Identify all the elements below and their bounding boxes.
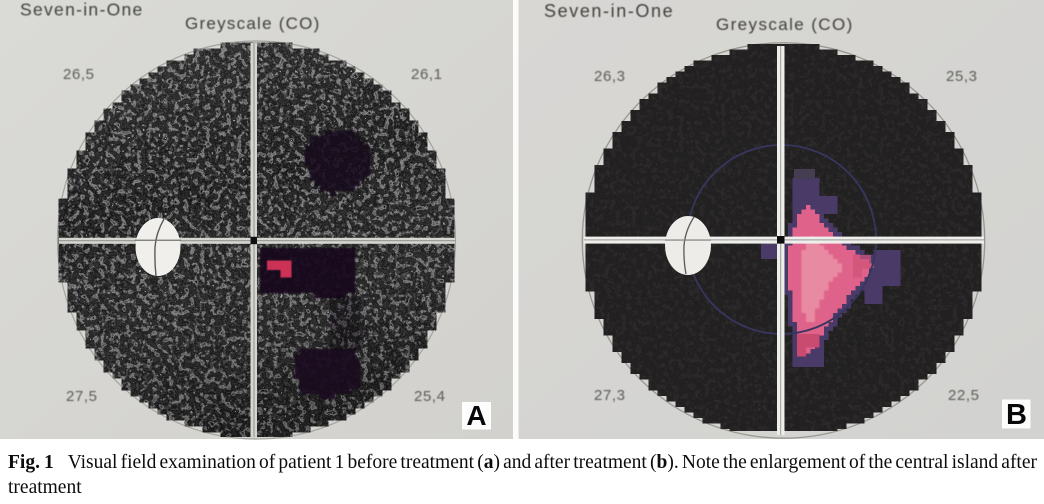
svg-text:26,3: 26,3 bbox=[594, 68, 626, 85]
svg-text:25,4: 25,4 bbox=[414, 388, 446, 405]
svg-text:22,5: 22,5 bbox=[948, 387, 980, 404]
svg-text:27,5: 27,5 bbox=[66, 388, 98, 405]
svg-text:25,3: 25,3 bbox=[946, 68, 978, 85]
svg-text:A: A bbox=[466, 400, 486, 431]
svg-text:Greyscale (CO): Greyscale (CO) bbox=[716, 15, 854, 34]
svg-text:27,3: 27,3 bbox=[594, 387, 626, 404]
svg-text:Greyscale (CO): Greyscale (CO) bbox=[185, 14, 321, 33]
svg-text:Seven-in-One: Seven-in-One bbox=[20, 0, 144, 20]
svg-text:Seven-in-One: Seven-in-One bbox=[544, 1, 674, 21]
svg-text:26,1: 26,1 bbox=[411, 66, 443, 83]
svg-text:26,5: 26,5 bbox=[63, 66, 95, 83]
svg-text:B: B bbox=[1006, 399, 1027, 431]
